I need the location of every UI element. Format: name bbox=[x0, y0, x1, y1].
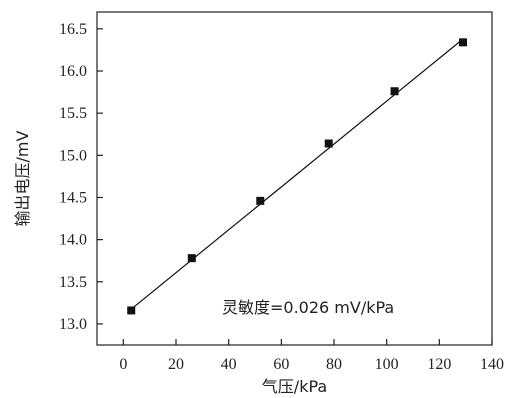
y-tick-label: 13.5 bbox=[59, 274, 87, 291]
x-tick-label: 100 bbox=[375, 356, 399, 373]
x-tick-label: 80 bbox=[326, 356, 342, 373]
data-point bbox=[459, 38, 468, 47]
data-points bbox=[127, 38, 468, 315]
y-tick-label: 14.0 bbox=[59, 232, 87, 249]
data-point bbox=[390, 87, 399, 96]
fit-line-group bbox=[128, 38, 464, 312]
x-tick-label: 40 bbox=[221, 356, 237, 373]
y-tick-label: 16.0 bbox=[59, 63, 87, 80]
sensitivity-annotation: 灵敏度=0.026 mV/kPa bbox=[222, 298, 394, 317]
data-point bbox=[324, 139, 333, 148]
y-tick-label: 14.5 bbox=[59, 189, 87, 206]
y-tick-label: 13.0 bbox=[59, 316, 87, 333]
fit-line bbox=[128, 38, 464, 312]
axes bbox=[96, 11, 493, 346]
data-point bbox=[187, 254, 196, 263]
data-point bbox=[256, 196, 265, 205]
x-tick-label: 60 bbox=[273, 356, 289, 373]
y-axis-title: 输出电压/mV bbox=[13, 130, 32, 226]
x-axis-title: 气压/kPa bbox=[262, 377, 327, 396]
y-tick-label: 16.5 bbox=[59, 21, 87, 38]
x-tick-label: 20 bbox=[168, 356, 184, 373]
x-tick-label: 0 bbox=[119, 356, 127, 373]
y-tick-label: 15.0 bbox=[59, 147, 87, 164]
tick-labels: 0 20 40 60 80 100 120 140 13.0 13.5 14.0 14.5 15.0 15… bbox=[59, 21, 504, 373]
x-tick-label: 120 bbox=[427, 356, 451, 373]
plot-frame bbox=[96, 11, 493, 346]
x-tick-label: 140 bbox=[480, 356, 504, 373]
data-point bbox=[127, 306, 136, 315]
y-tick-label: 15.5 bbox=[59, 105, 87, 122]
